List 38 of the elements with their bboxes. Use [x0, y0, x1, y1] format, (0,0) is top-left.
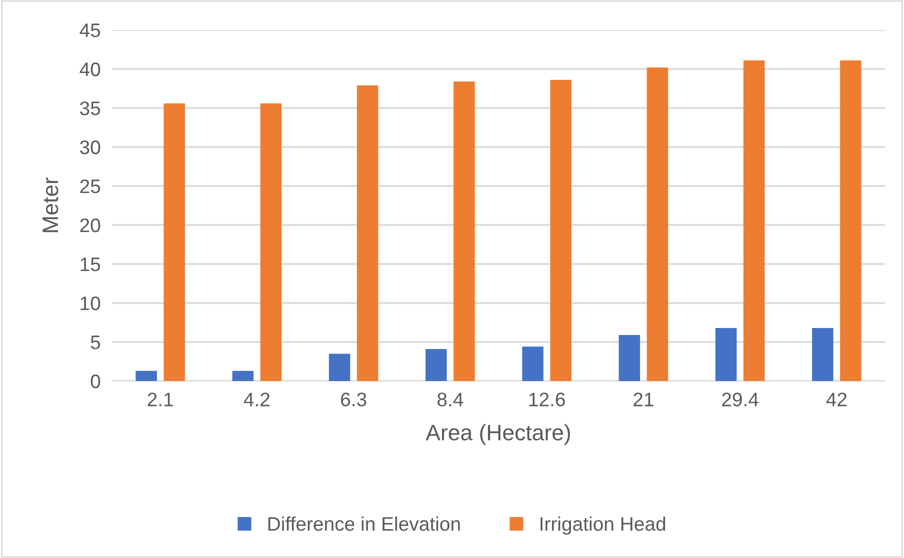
y-tick-label: 15 — [80, 258, 100, 272]
bar — [522, 346, 544, 381]
y-tick-label: 20 — [80, 218, 100, 232]
x-tick-label: 2.1 — [148, 392, 173, 406]
x-tick-label: 8.4 — [438, 392, 464, 406]
y-axis-title: Meter — [42, 177, 58, 232]
bar — [715, 328, 737, 381]
bar — [646, 67, 668, 381]
x-tick-label: 42 — [826, 392, 847, 406]
bar — [164, 103, 185, 381]
bar — [840, 60, 862, 381]
bar — [136, 370, 157, 381]
y-tick-label: 45 — [80, 24, 100, 38]
bar — [356, 85, 378, 381]
bar — [426, 349, 447, 381]
y-tick-label: 30 — [80, 140, 100, 154]
bar — [260, 103, 282, 381]
y-tick-label: 0 — [90, 374, 100, 388]
bar — [454, 81, 475, 381]
bar — [550, 80, 572, 381]
y-tick-label: 25 — [80, 179, 100, 194]
x-axis-title: Area (Hectare) — [426, 424, 570, 445]
y-tick-label: 5 — [90, 336, 100, 350]
x-tick-label: 21 — [634, 392, 654, 406]
bar — [232, 370, 254, 381]
y-tick-label: 10 — [80, 296, 100, 310]
bar — [618, 334, 640, 381]
x-tick-label: 6.3 — [341, 392, 366, 406]
x-tick-label: 12.6 — [529, 392, 565, 406]
legend-label: Irrigation Head — [540, 516, 666, 535]
bar — [812, 328, 834, 381]
legend-label: Difference in Elevation — [268, 516, 460, 531]
y-tick-label: 40 — [80, 62, 100, 76]
y-tick-label: 35 — [80, 101, 100, 116]
bar — [743, 60, 765, 381]
bar — [328, 354, 350, 381]
x-tick-label: 29.4 — [722, 392, 758, 406]
x-tick-label: 4.2 — [244, 392, 270, 406]
